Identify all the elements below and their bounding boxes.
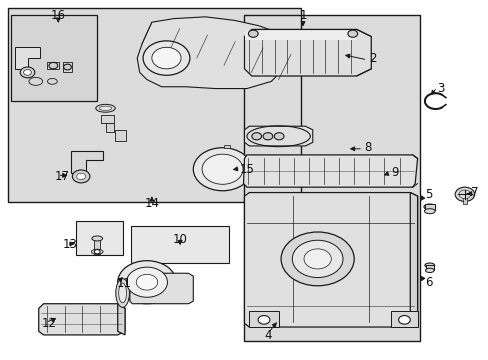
- Text: 10: 10: [172, 233, 187, 246]
- Circle shape: [458, 190, 470, 199]
- Ellipse shape: [424, 209, 434, 214]
- Circle shape: [454, 187, 474, 202]
- Circle shape: [292, 240, 342, 278]
- Polygon shape: [244, 193, 417, 327]
- Circle shape: [202, 154, 243, 184]
- Circle shape: [72, 170, 90, 183]
- Polygon shape: [118, 304, 125, 335]
- Bar: [11, 15, 97, 101]
- Circle shape: [152, 47, 181, 69]
- Circle shape: [77, 173, 85, 180]
- Bar: [244, 15, 419, 341]
- Circle shape: [126, 267, 167, 297]
- Circle shape: [304, 249, 330, 269]
- Circle shape: [347, 30, 357, 37]
- Circle shape: [274, 133, 284, 140]
- Circle shape: [251, 133, 261, 140]
- Text: 1: 1: [299, 9, 306, 22]
- Text: 7: 7: [470, 186, 478, 199]
- Polygon shape: [137, 17, 290, 89]
- Circle shape: [248, 30, 258, 37]
- Ellipse shape: [99, 106, 111, 111]
- Ellipse shape: [424, 263, 434, 268]
- Bar: [47, 62, 59, 69]
- Circle shape: [23, 69, 31, 75]
- Text: 6: 6: [424, 276, 431, 289]
- Text: 4: 4: [264, 329, 271, 342]
- Bar: [105, 123, 114, 132]
- Polygon shape: [244, 30, 370, 76]
- Bar: [224, 145, 229, 148]
- Text: 15: 15: [239, 163, 254, 176]
- Text: 5: 5: [424, 188, 431, 201]
- Circle shape: [20, 67, 35, 78]
- Bar: [63, 62, 72, 72]
- Bar: [424, 204, 434, 211]
- Polygon shape: [15, 47, 40, 69]
- Bar: [390, 311, 417, 327]
- Circle shape: [94, 249, 100, 254]
- Bar: [76, 221, 122, 255]
- Text: 8: 8: [363, 141, 370, 154]
- Bar: [244, 15, 419, 341]
- Bar: [115, 130, 126, 140]
- Text: 11: 11: [117, 278, 131, 291]
- Ellipse shape: [92, 236, 102, 241]
- Ellipse shape: [91, 249, 103, 254]
- Circle shape: [118, 261, 176, 304]
- Bar: [8, 8, 300, 202]
- Circle shape: [63, 64, 71, 70]
- Text: 2: 2: [368, 51, 376, 64]
- Polygon shape: [39, 304, 125, 335]
- Text: 3: 3: [436, 82, 444, 95]
- Text: 14: 14: [144, 197, 159, 210]
- Circle shape: [263, 133, 272, 140]
- Text: 13: 13: [63, 238, 78, 251]
- Text: 12: 12: [42, 317, 57, 330]
- Circle shape: [136, 274, 158, 290]
- Polygon shape: [243, 155, 417, 187]
- Bar: [11, 15, 97, 101]
- Circle shape: [258, 316, 269, 324]
- Circle shape: [193, 148, 251, 191]
- Ellipse shape: [29, 77, 42, 85]
- Text: 17: 17: [54, 170, 69, 183]
- Bar: [245, 31, 355, 40]
- Ellipse shape: [423, 204, 435, 210]
- Polygon shape: [130, 273, 193, 304]
- Ellipse shape: [425, 268, 433, 273]
- Bar: [462, 194, 467, 204]
- Circle shape: [398, 316, 409, 324]
- Bar: [425, 265, 433, 270]
- Bar: [94, 239, 100, 253]
- Text: 16: 16: [51, 9, 65, 22]
- Ellipse shape: [47, 78, 57, 84]
- Bar: [8, 8, 300, 202]
- Ellipse shape: [119, 283, 126, 303]
- Ellipse shape: [116, 279, 129, 307]
- Circle shape: [143, 41, 189, 75]
- Text: 9: 9: [390, 166, 397, 179]
- Ellipse shape: [96, 104, 115, 112]
- Bar: [249, 311, 278, 327]
- Polygon shape: [244, 126, 312, 146]
- Polygon shape: [71, 151, 103, 173]
- Bar: [101, 116, 114, 123]
- Bar: [131, 226, 228, 263]
- Circle shape: [281, 232, 353, 286]
- Circle shape: [49, 62, 58, 69]
- Polygon shape: [409, 193, 417, 327]
